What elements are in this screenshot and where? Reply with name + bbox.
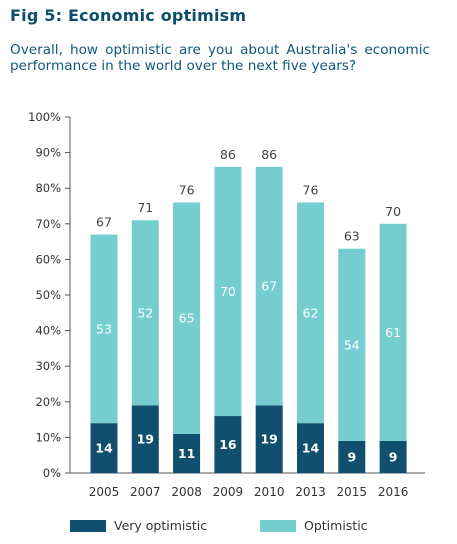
legend-item-very-optimistic: Very optimistic <box>70 518 207 533</box>
bar-very-optimistic <box>379 440 407 473</box>
bar-optimistic <box>338 248 366 441</box>
data-label-very-optimistic: 9 <box>389 449 398 464</box>
y-tick-label: 70% <box>35 217 61 231</box>
bar-optimistic <box>90 234 118 424</box>
y-tick-label: 50% <box>35 288 61 302</box>
data-label-optimistic: 70 <box>220 284 236 299</box>
bar-very-optimistic <box>255 405 283 473</box>
bar-very-optimistic <box>214 416 242 473</box>
y-tick-label: 100% <box>28 110 61 124</box>
x-tick-label: 2009 <box>213 485 244 499</box>
legend-swatch-optimistic <box>260 519 296 532</box>
legend-swatch-very-optimistic <box>70 519 106 532</box>
y-tick-label: 0% <box>43 466 61 480</box>
x-tick-label: 2015 <box>337 485 368 499</box>
bar-optimistic <box>214 166 242 417</box>
data-label-total: 70 <box>385 204 401 219</box>
legend-item-optimistic: Optimistic <box>260 518 368 533</box>
bar-very-optimistic <box>131 405 159 473</box>
data-label-optimistic: 52 <box>137 305 153 320</box>
y-tick-label: 90% <box>35 146 61 160</box>
data-label-very-optimistic: 16 <box>219 437 237 452</box>
bar-optimistic <box>255 166 283 406</box>
y-tick-label: 40% <box>35 324 61 338</box>
chart-bars <box>90 166 407 473</box>
bar-optimistic <box>173 202 201 434</box>
data-label-optimistic: 54 <box>344 337 360 352</box>
y-tick-label: 30% <box>35 359 61 373</box>
chart-title: Fig 5: Economic optimism <box>10 6 247 25</box>
data-label-optimistic: 61 <box>385 325 401 340</box>
data-label-very-optimistic: 9 <box>347 449 356 464</box>
bar-very-optimistic <box>338 440 366 473</box>
y-tick-label: 60% <box>35 252 61 266</box>
chart-legend: Very optimistic Optimistic <box>70 518 440 538</box>
data-label-total: 76 <box>303 182 319 197</box>
x-tick-label: 2005 <box>89 485 120 499</box>
y-tick-label: 80% <box>35 181 61 195</box>
x-tick-label: 2010 <box>254 485 285 499</box>
x-tick-label: 2013 <box>295 485 326 499</box>
data-label-optimistic: 53 <box>96 321 112 336</box>
data-label-total: 71 <box>137 200 153 215</box>
y-tick-label: 10% <box>35 430 61 444</box>
legend-label-optimistic: Optimistic <box>304 518 368 533</box>
y-tick-label: 20% <box>35 395 61 409</box>
x-tick-label: 2007 <box>130 485 161 499</box>
chart-axes: 0% 10% 20% 30% 40% 50% 60% 70% 80% 90% 100% <box>28 110 425 480</box>
chart-labels: 14 53 67 2005 19 52 71 2007 11 65 76 2008 16 70 86 2009… <box>89 147 409 499</box>
bar-very-optimistic <box>90 423 118 473</box>
bar-optimistic <box>297 202 324 424</box>
bar-optimistic <box>131 220 159 406</box>
x-tick-label: 2016 <box>378 485 409 499</box>
data-label-very-optimistic: 14 <box>302 441 320 456</box>
legend-label-very-optimistic: Very optimistic <box>114 518 208 533</box>
data-label-total: 86 <box>220 147 236 162</box>
data-label-very-optimistic: 14 <box>95 441 113 456</box>
data-label-optimistic: 67 <box>261 279 277 294</box>
bar-very-optimistic <box>297 423 324 473</box>
x-tick-label: 2008 <box>171 485 202 499</box>
data-label-total: 67 <box>96 214 112 229</box>
data-label-optimistic: 65 <box>179 311 195 326</box>
data-label-total: 86 <box>261 147 277 162</box>
stacked-bar-chart: 0% 10% 20% 30% 40% 50% 60% 70% 80% 90% 100% 14 53 67… <box>28 110 425 499</box>
data-label-very-optimistic: 19 <box>137 432 154 447</box>
data-label-very-optimistic: 19 <box>260 432 277 447</box>
data-label-total: 63 <box>344 229 360 244</box>
data-label-optimistic: 62 <box>303 305 319 320</box>
bar-very-optimistic <box>173 433 201 473</box>
chart-subtitle: Overall, how optimistic are you about Au… <box>10 42 430 74</box>
bar-optimistic <box>379 223 407 441</box>
data-label-very-optimistic: 11 <box>178 446 195 461</box>
data-label-total: 76 <box>179 182 195 197</box>
